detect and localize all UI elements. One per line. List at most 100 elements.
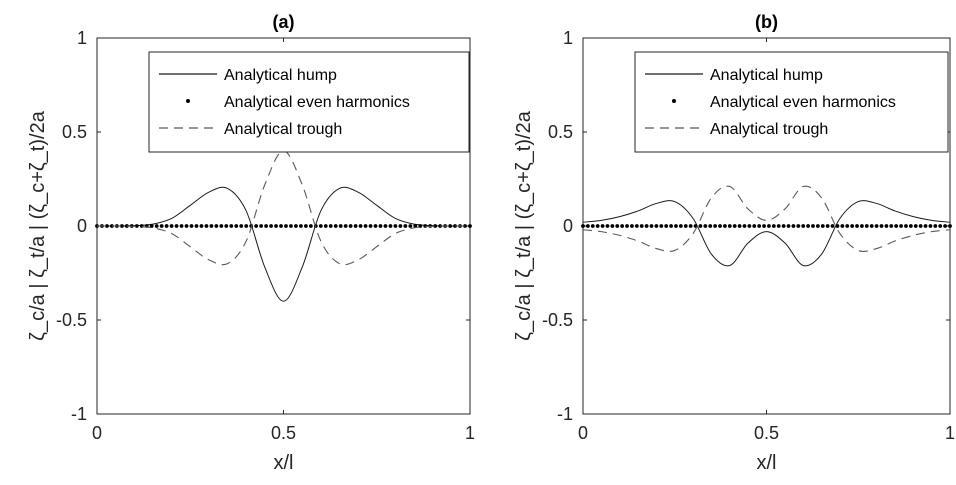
even-harmonics-point <box>308 224 313 228</box>
x-tick-label: 0.5 <box>754 423 779 443</box>
even-harmonics-point <box>708 224 713 228</box>
x-tick-label: 1 <box>465 423 475 443</box>
even-harmonics-point <box>811 224 815 228</box>
even-harmonics-point <box>786 224 791 228</box>
even-harmonics-point <box>899 224 903 228</box>
x-axis-title: x/l <box>274 452 294 474</box>
even-harmonics-point <box>806 224 810 228</box>
y-tick-label: 1 <box>77 28 87 48</box>
even-harmonics-point <box>874 224 879 228</box>
even-harmonics-point <box>757 224 762 228</box>
even-harmonics-point <box>605 224 610 228</box>
even-harmonics-point <box>664 224 669 228</box>
even-harmonics-point <box>855 224 859 228</box>
even-harmonics-point <box>368 224 373 228</box>
series-even-harmonics <box>581 224 952 228</box>
even-harmonics-point <box>830 224 835 228</box>
even-harmonics-point <box>373 224 378 228</box>
even-harmonics-point <box>105 224 109 228</box>
even-harmonics-point <box>869 224 874 228</box>
even-harmonics-point <box>219 224 224 228</box>
even-harmonics-point <box>139 224 144 228</box>
even-harmonics-point <box>264 224 268 228</box>
even-harmonics-point <box>169 224 174 228</box>
even-harmonics-point <box>688 224 693 228</box>
even-harmonics-point <box>214 224 219 228</box>
even-harmonics-point <box>581 224 585 228</box>
even-harmonics-point <box>159 224 164 228</box>
even-harmonics-point <box>620 224 625 228</box>
even-harmonics-point <box>363 224 368 228</box>
even-harmonics-point <box>776 224 781 228</box>
even-harmonics-point <box>110 224 114 228</box>
even-harmonics-point <box>815 224 820 228</box>
even-harmonics-point <box>590 224 595 228</box>
series-hump-line <box>96 186 471 302</box>
even-harmonics-point <box>179 224 184 228</box>
even-harmonics-point <box>229 224 234 228</box>
even-harmonics-point <box>742 224 747 228</box>
even-harmonics-point <box>338 224 343 228</box>
legend-label: Analytical even harmonics <box>710 94 896 111</box>
even-harmonics-point <box>639 224 644 228</box>
even-harmonics-point <box>124 224 129 228</box>
even-harmonics-point <box>239 224 244 228</box>
even-harmonics-point <box>908 224 913 228</box>
series-trough-line <box>582 185 951 252</box>
even-harmonics-point <box>284 224 288 228</box>
legend-label: Analytical hump <box>710 67 823 84</box>
even-harmonics-point <box>820 224 825 228</box>
even-harmonics-point <box>737 224 742 228</box>
y-tick-label: 0.5 <box>548 122 573 142</box>
even-harmonics-point <box>303 224 308 228</box>
y-tick-label: -0.5 <box>542 310 573 330</box>
even-harmonics-point <box>904 224 908 228</box>
even-harmonics-point <box>752 224 757 228</box>
even-harmonics-point <box>600 224 605 228</box>
even-harmonics-point <box>698 224 703 228</box>
y-tick-label: 0 <box>77 216 87 236</box>
x-tick-label: 0 <box>92 423 102 443</box>
even-harmonics-point <box>938 224 943 228</box>
even-harmonics-point <box>463 224 467 228</box>
even-harmonics-point <box>928 224 933 228</box>
even-harmonics-point <box>659 224 664 228</box>
even-harmonics-point <box>423 224 428 228</box>
even-harmonics-point <box>718 224 722 228</box>
even-harmonics-point <box>894 224 899 228</box>
even-harmonics-point <box>713 224 718 228</box>
even-harmonics-point <box>796 224 801 228</box>
even-harmonics-point <box>259 224 264 228</box>
even-harmonics-point <box>585 224 590 228</box>
even-harmonics-point <box>791 224 796 228</box>
even-harmonics-point <box>348 224 353 228</box>
even-harmonics-point <box>747 224 752 228</box>
even-harmonics-point <box>398 224 403 228</box>
y-axis-title: ζ_c/a | ζ_t/a | (ζ_c+ζ_t)/2a <box>513 110 535 341</box>
even-harmonics-point <box>835 224 840 228</box>
even-harmonics-point <box>294 224 298 228</box>
legend-label: Analytical even harmonics <box>224 94 410 111</box>
even-harmonics-point <box>403 224 408 228</box>
even-harmonics-point <box>244 224 249 228</box>
even-harmonics-point <box>732 224 737 228</box>
even-harmonics-point <box>453 224 457 228</box>
even-harmonics-point <box>289 224 293 228</box>
even-harmonics-point <box>448 224 453 228</box>
legend-box <box>634 51 949 153</box>
even-harmonics-point <box>194 224 199 228</box>
legend-label: Analytical trough <box>224 121 342 138</box>
even-harmonics-point <box>625 224 629 228</box>
even-harmonics-point <box>644 224 649 228</box>
even-harmonics-point <box>274 224 278 228</box>
even-harmonics-point <box>383 224 388 228</box>
even-harmonics-point <box>771 224 776 228</box>
series-trough-line <box>96 150 471 266</box>
panel-b: 0 0.5 1 -1 -0.5 0 0.5 1 (b) x/l ζ_c/a | ζ_t/a | (ζ… <box>513 12 955 474</box>
even-harmonics-point <box>209 224 214 228</box>
y-tick-label: -1 <box>71 404 87 424</box>
even-harmonics-point <box>333 224 338 228</box>
even-harmonics-point <box>889 224 894 228</box>
even-harmonics-point <box>468 224 472 228</box>
even-harmonics-point <box>649 224 654 228</box>
